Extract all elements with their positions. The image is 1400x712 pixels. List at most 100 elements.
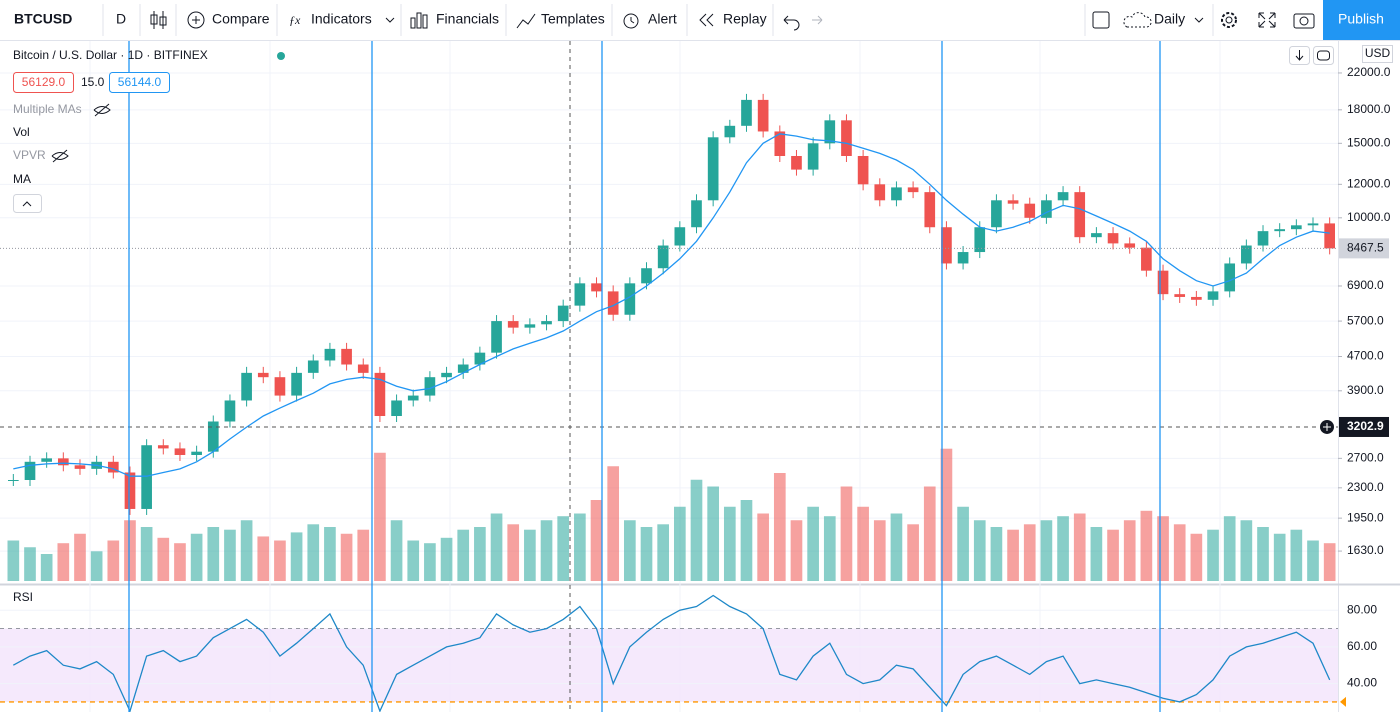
bid-price[interactable]: 56129.0: [22, 75, 66, 89]
drawn-vertical-lines[interactable]: [128, 41, 1161, 712]
y-tick-label: 22000.0: [1347, 65, 1391, 79]
dropdown-icon[interactable]: [1194, 17, 1204, 23]
screenshot-button[interactable]: [1293, 13, 1315, 29]
candle-body: [1024, 203, 1036, 218]
volume-bar: [490, 513, 503, 581]
volume-bar: [690, 479, 703, 581]
candle-body: [74, 465, 86, 469]
candle-body: [274, 377, 286, 396]
replay-button[interactable]: Replay: [723, 11, 767, 27]
candle-body: [41, 458, 52, 462]
candle-body: [57, 458, 69, 466]
volume-bar: [457, 529, 470, 581]
collapse-icon[interactable]: [22, 201, 32, 207]
volume-bar: [923, 486, 936, 581]
symbol[interactable]: BTCUSD: [14, 11, 72, 27]
candle-body: [324, 348, 336, 361]
volume-bar: [1140, 510, 1153, 581]
bid-box[interactable]: [13, 72, 74, 93]
y-tick-label: 10000.0: [1347, 210, 1391, 224]
moving-average: [13, 133, 1330, 477]
candle-body: [1074, 192, 1086, 238]
ask-price[interactable]: 56144.0: [118, 75, 162, 89]
volume-bar: [90, 551, 103, 581]
y-tick-label: 3900.0: [1347, 383, 1384, 397]
alert-icon[interactable]: [623, 13, 639, 29]
y-tick-label: 15000.0: [1347, 135, 1391, 149]
volume-bar: [507, 524, 520, 581]
volume-bar: [1290, 529, 1303, 581]
candle-body: [141, 445, 152, 509]
compare-icon[interactable]: [187, 11, 205, 29]
rsi-band: [0, 628, 1338, 702]
candle-body: [1041, 200, 1052, 218]
redo-button[interactable]: [812, 15, 823, 25]
volume-bar: [140, 527, 153, 581]
status-dot: [277, 52, 285, 60]
candle-body: [1091, 233, 1102, 238]
study-label[interactable]: MA: [13, 172, 31, 186]
alert-button[interactable]: Alert: [648, 11, 677, 27]
currency-box[interactable]: [1362, 45, 1393, 63]
volume-bar: [1240, 520, 1253, 581]
study-label[interactable]: Vol: [13, 125, 30, 139]
study-label[interactable]: Multiple MAs: [13, 102, 82, 116]
dropdown-icon[interactable]: [385, 17, 395, 23]
interval[interactable]: D: [116, 11, 126, 27]
candle-icon[interactable]: [150, 11, 167, 29]
financials-button[interactable]: Financials: [436, 11, 499, 27]
candle-body: [641, 268, 652, 284]
volume-bar: [1257, 527, 1269, 581]
volume-bar: [640, 527, 653, 581]
candle-body: [224, 400, 236, 422]
candle-body: [191, 451, 202, 455]
volume-bar: [957, 506, 969, 581]
crosshair-price-box: [1339, 416, 1389, 437]
volume-bar: [1273, 533, 1286, 581]
maximize-icon[interactable]: [1317, 50, 1330, 61]
volume-bar: [723, 506, 736, 581]
toolbar-separators: [102, 4, 1214, 36]
templates-icon[interactable]: [516, 13, 536, 29]
down-icon[interactable]: [1295, 50, 1304, 61]
indicators-icon[interactable]: ƒx: [289, 13, 301, 27]
candle-body: [657, 245, 669, 269]
rsi-line: [12, 594, 1331, 712]
volume-bar: [390, 520, 403, 581]
timeframe-button[interactable]: Daily: [1154, 11, 1185, 27]
candle-body: [207, 421, 219, 452]
volume-bar: [590, 500, 603, 581]
hidden-icon[interactable]: [93, 103, 111, 117]
currency[interactable]: USD: [1365, 46, 1391, 60]
compare-button[interactable]: Compare: [212, 11, 270, 27]
fullscreen-button[interactable]: [1258, 12, 1276, 28]
volume-bar: [607, 466, 620, 581]
publish-button[interactable]: [1323, 0, 1400, 40]
legend: Bitcoin / U.S. Dollar · 1D · BITFINEX 56…: [13, 45, 1393, 604]
publish-label[interactable]: Publish: [1338, 11, 1384, 27]
overlay-layer: 22000.0 18000.0 15000.0 12000.0 10000.0 6900.…: [1320, 65, 1391, 707]
undo-button[interactable]: [783, 15, 800, 31]
hidden-icon[interactable]: [51, 149, 69, 163]
volume-bar: [890, 513, 903, 581]
volume-bar: [1023, 524, 1036, 581]
candle-body: [541, 321, 552, 325]
volume-bar: [374, 452, 386, 581]
crosshair-plus-icon: [1323, 422, 1331, 431]
layout-button[interactable]: [1092, 11, 1110, 29]
replay-icon[interactable]: [699, 13, 714, 27]
indicators-button[interactable]: Indicators: [311, 11, 372, 27]
candle-body: [1124, 243, 1136, 248]
volume-bar: [1323, 543, 1336, 581]
candle-body: [1207, 291, 1219, 300]
collapse-button[interactable]: [13, 194, 42, 213]
ask-box[interactable]: [109, 72, 170, 93]
volume-bar: [1057, 516, 1069, 581]
cloud-icon[interactable]: [1123, 12, 1152, 28]
settings-button[interactable]: [1221, 12, 1237, 28]
financials-icon[interactable]: [410, 12, 428, 29]
maximize-button[interactable]: [1313, 46, 1334, 65]
templates-button[interactable]: Templates: [541, 11, 605, 27]
study-label[interactable]: VPVR: [13, 148, 46, 162]
volume-bar: [707, 486, 719, 581]
